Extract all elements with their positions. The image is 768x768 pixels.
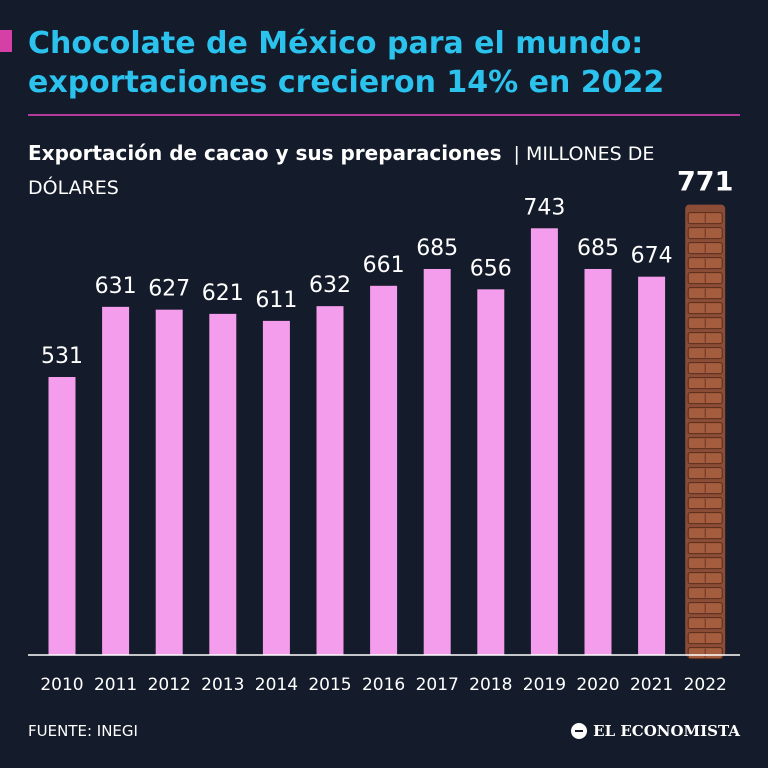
bar-2016 — [370, 285, 398, 655]
x-tick-2019: 2019 — [523, 675, 566, 695]
x-tick-2011: 2011 — [94, 675, 137, 695]
value-label-2017: 685 — [416, 236, 458, 261]
x-tick-2015: 2015 — [308, 675, 351, 695]
x-tick-2021: 2021 — [630, 675, 673, 695]
chart-units: | MILLONES DE DÓLARES — [28, 143, 655, 199]
bar-2015 — [316, 306, 344, 655]
value-label-2016: 661 — [363, 253, 405, 278]
x-tick-2017: 2017 — [416, 675, 459, 695]
brand-icon — [571, 723, 588, 739]
value-label-2012: 627 — [148, 277, 190, 302]
bar-2018 — [477, 289, 505, 655]
value-label-2022: 771 — [677, 167, 733, 198]
bar-2014 — [262, 320, 290, 655]
brand-logo: EL ECONOMISTA — [571, 722, 740, 740]
bar-2011 — [102, 306, 130, 655]
value-label-2010: 531 — [41, 344, 83, 369]
x-tick-2020: 2020 — [576, 675, 619, 695]
value-label-2018: 656 — [470, 256, 512, 281]
chart-subtitle: Exportación de cacao y sus preparaciones… — [28, 136, 748, 205]
value-label-2021: 674 — [631, 244, 673, 269]
bar-2020 — [584, 268, 612, 655]
x-tick-2016: 2016 — [362, 675, 405, 695]
brand-name: EL ECONOMISTA — [593, 722, 740, 740]
page-title: Chocolate de México para el mundo: expor… — [28, 26, 665, 100]
x-tick-2010: 2010 — [40, 675, 83, 695]
bar-2017 — [423, 268, 451, 655]
x-tick-2018: 2018 — [469, 675, 512, 695]
chart-subtitle-text: Exportación de cacao y sus preparaciones — [28, 141, 502, 165]
bar-2021 — [638, 276, 666, 655]
value-label-2013: 621 — [202, 281, 244, 306]
bar-2012 — [155, 309, 183, 655]
value-label-2011: 631 — [95, 274, 137, 299]
value-label-2014: 611 — [255, 288, 297, 313]
value-label-2020: 685 — [577, 236, 619, 261]
accent-mark — [0, 30, 12, 52]
value-label-2015: 632 — [309, 273, 351, 298]
title-divider — [28, 114, 740, 116]
x-tick-2014: 2014 — [255, 675, 298, 695]
bar-2010 — [48, 377, 76, 655]
bar-2019 — [530, 228, 558, 655]
x-tick-2013: 2013 — [201, 675, 244, 695]
source-note: FUENTE: INEGI — [28, 722, 138, 740]
x-tick-2022: 2022 — [684, 675, 727, 695]
x-tick-2012: 2012 — [148, 675, 191, 695]
bar-2013 — [209, 313, 237, 655]
value-label-2019: 743 — [523, 195, 565, 220]
